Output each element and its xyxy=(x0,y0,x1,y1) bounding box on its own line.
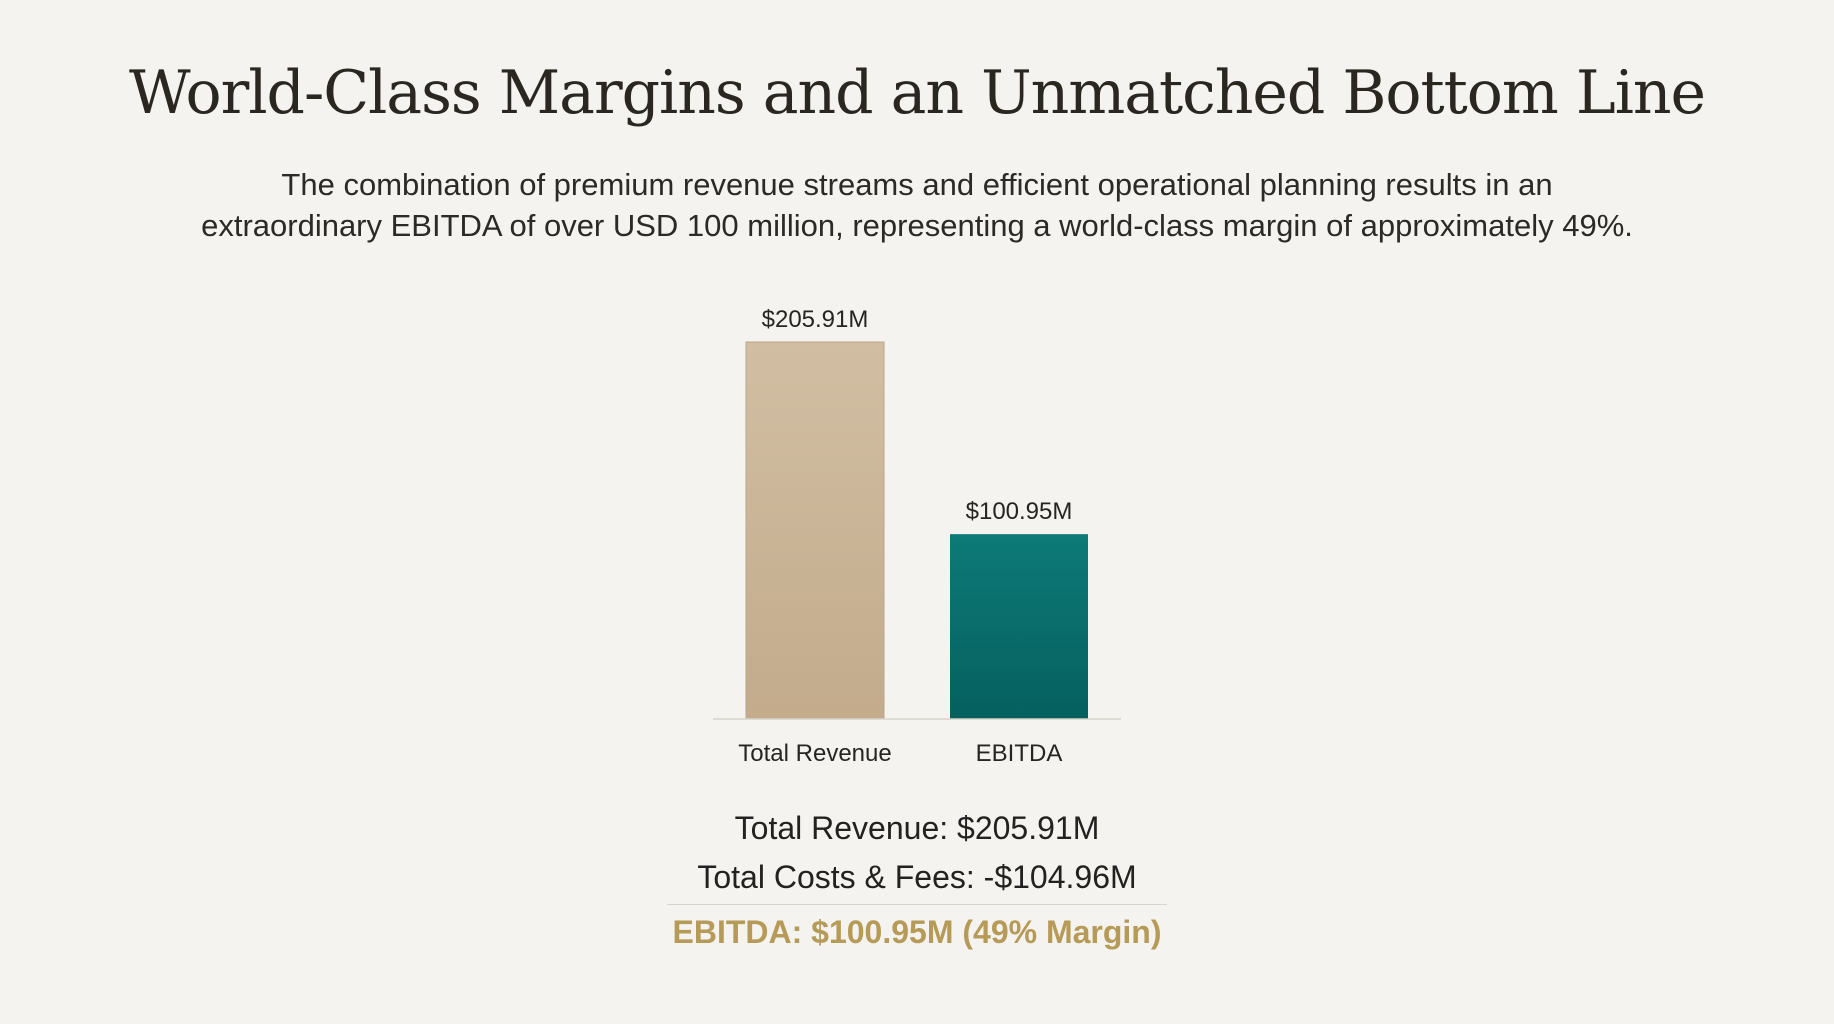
summary-costs: Total Costs & Fees: -$104.96M xyxy=(697,859,1137,895)
category-label-total-revenue: Total Revenue xyxy=(738,740,891,767)
bar-ebitda xyxy=(950,534,1088,719)
category-label-ebitda: EBITDA xyxy=(976,740,1063,767)
summary-divider xyxy=(667,904,1167,905)
data-label-total-revenue: $205.91M xyxy=(762,306,869,333)
data-label-ebitda: $100.95M xyxy=(966,498,1073,525)
subtitle-line-1: The combination of premium revenue strea… xyxy=(281,167,1553,202)
slide-title: World-Class Margins and an Unmatched Bot… xyxy=(128,58,1706,128)
bar-total-revenue xyxy=(745,341,885,720)
slide-subtitle: The combination of premium revenue strea… xyxy=(0,164,1834,246)
subtitle-line-2: extraordinary EBITDA of over USD 100 mil… xyxy=(201,208,1633,243)
summary-ebitda: EBITDA: $100.95M (49% Margin) xyxy=(672,914,1162,950)
summary-revenue: Total Revenue: $205.91M xyxy=(734,810,1100,846)
